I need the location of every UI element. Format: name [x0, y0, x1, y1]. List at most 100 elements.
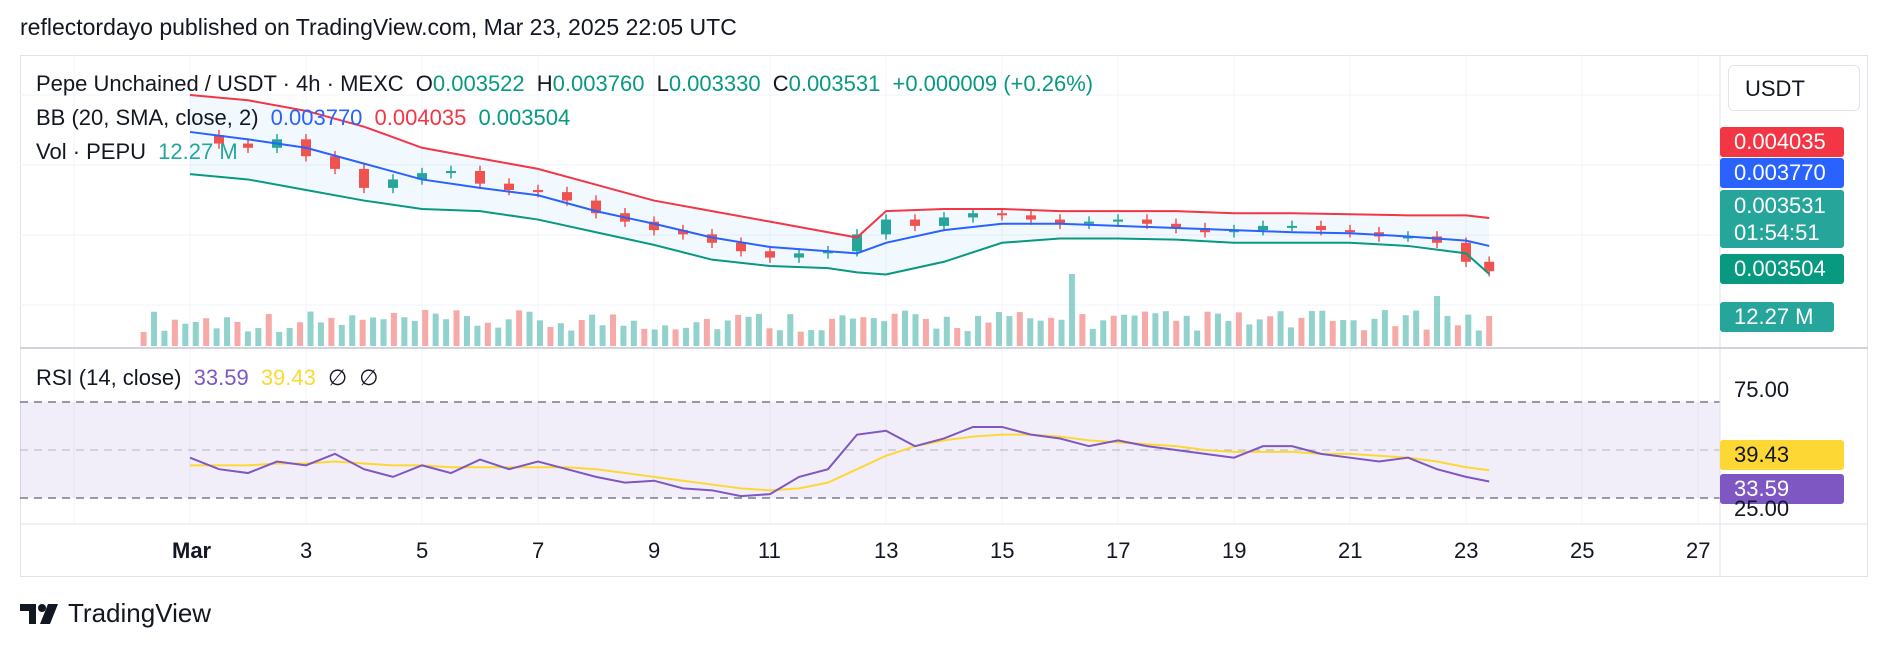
- candle-body: [678, 230, 688, 235]
- volume-bar: [808, 330, 815, 346]
- volume-bar: [547, 326, 554, 346]
- volume-bar: [526, 311, 533, 346]
- volume-bar: [192, 322, 199, 346]
- time-axis-label: Mar: [172, 538, 212, 563]
- volume-bar: [1121, 314, 1128, 346]
- volume-bar: [213, 328, 220, 346]
- volume-bar: [1402, 315, 1409, 346]
- volume-bar: [651, 329, 658, 346]
- last-price-value: 0.003531: [1734, 193, 1826, 218]
- volume-bar: [1486, 315, 1493, 346]
- candle-body: [330, 156, 340, 169]
- bb-basis-line: [189, 130, 1490, 255]
- volume-bar: [255, 328, 262, 346]
- candle-body: [591, 200, 601, 214]
- volume-bar: [1027, 318, 1034, 346]
- volume-bar: [1308, 311, 1315, 346]
- currency-button[interactable]: USDT: [1728, 65, 1860, 111]
- volume-bar: [557, 323, 564, 346]
- rsi-legend: RSI (14, close) 33.59 39.43 ∅ ∅: [36, 365, 384, 391]
- volume-legend: Vol · PEPU 12.27 M: [36, 139, 244, 165]
- volume-bar: [1350, 320, 1357, 346]
- volume-bar: [370, 317, 377, 346]
- bb-upper-value: 0.004035: [374, 105, 467, 130]
- volume-bar: [1048, 317, 1055, 346]
- volume-bar: [985, 322, 992, 346]
- na-icon: ∅: [359, 365, 379, 390]
- volume-bar: [1298, 317, 1305, 346]
- tradingview-logo-icon: [20, 603, 58, 624]
- chart-frame: [20, 55, 1868, 577]
- vol-label[interactable]: Vol · PEPU: [36, 139, 147, 164]
- volume-bar: [683, 327, 690, 346]
- volume-bar: [182, 323, 189, 346]
- volume-bar: [756, 313, 763, 346]
- time-axis-label: 21: [1338, 538, 1363, 563]
- candle-body: [1084, 221, 1094, 224]
- volume-bar: [380, 319, 387, 346]
- brand-name: TradingView: [68, 598, 212, 628]
- volume-bar: [589, 314, 596, 346]
- volume-bar: [328, 317, 335, 346]
- candle-body: [1287, 225, 1297, 228]
- volume-bar: [1110, 315, 1117, 346]
- high-label: H: [536, 71, 553, 96]
- volume-bar: [568, 330, 575, 346]
- volume-bar: [203, 318, 210, 346]
- volume-bars: [140, 274, 1493, 346]
- low-value: 0.003330: [668, 71, 761, 96]
- volume-bar: [1340, 320, 1347, 346]
- volume-bar: [1173, 320, 1180, 346]
- volume-bar: [307, 311, 314, 346]
- rsi-ma-tag: 39.43: [1720, 440, 1844, 470]
- volume-bar: [1152, 313, 1159, 346]
- candle-body: [1229, 230, 1239, 233]
- time-axis-label: 23: [1454, 538, 1479, 563]
- candle-body: [533, 190, 543, 193]
- volume-bar: [1162, 311, 1169, 346]
- rsi-label[interactable]: RSI (14, close): [36, 365, 182, 390]
- candle-body: [1026, 215, 1036, 220]
- countdown-value: 01:54:51: [1734, 220, 1820, 245]
- volume-bar: [1475, 330, 1482, 346]
- volume-bar: [1068, 274, 1075, 346]
- volume-bar: [1454, 325, 1461, 346]
- bb-label[interactable]: BB (20, SMA, close, 2): [36, 105, 259, 130]
- candle-body: [446, 171, 456, 174]
- time-axis-label: 27: [1686, 538, 1711, 563]
- symbol-label[interactable]: Pepe Unchained / USDT · 4h · MEXC: [36, 71, 404, 96]
- volume-bar: [1381, 310, 1388, 346]
- candle-body: [1461, 242, 1471, 262]
- volume-bar: [1183, 315, 1190, 346]
- volume-bar: [943, 316, 950, 346]
- volume-bar: [766, 328, 773, 346]
- chart-grid: [20, 55, 1720, 524]
- volume-bar: [474, 325, 481, 346]
- volume-bar: [463, 316, 470, 346]
- rsi-ma-value: 39.43: [260, 365, 316, 390]
- volume-bar: [1465, 314, 1472, 346]
- candle-body: [997, 213, 1007, 216]
- volume-bar: [536, 320, 543, 346]
- publish-info: reflectordayo published on TradingView.c…: [20, 14, 737, 40]
- price-candles: [214, 129, 1495, 277]
- volume-bar: [276, 331, 283, 346]
- volume-bar: [1392, 326, 1399, 346]
- high-value: 0.003760: [552, 71, 645, 96]
- volume-bar: [151, 311, 158, 346]
- candle-body: [1142, 219, 1152, 224]
- volume-bar: [1225, 321, 1232, 346]
- volume-bar: [735, 314, 742, 346]
- volume-bar: [714, 329, 721, 346]
- volume-bar: [359, 319, 366, 346]
- volume-bar: [1131, 315, 1138, 346]
- volume-bar: [1361, 330, 1368, 346]
- volume-bar: [286, 327, 293, 346]
- volume-bar: [609, 314, 616, 346]
- volume-bar: [297, 322, 304, 346]
- volume-bar: [265, 313, 272, 346]
- candle-body: [1055, 219, 1065, 224]
- tradingview-brand[interactable]: TradingView: [20, 598, 211, 629]
- close-value: 0.003531: [788, 71, 881, 96]
- volume-bar: [599, 325, 606, 346]
